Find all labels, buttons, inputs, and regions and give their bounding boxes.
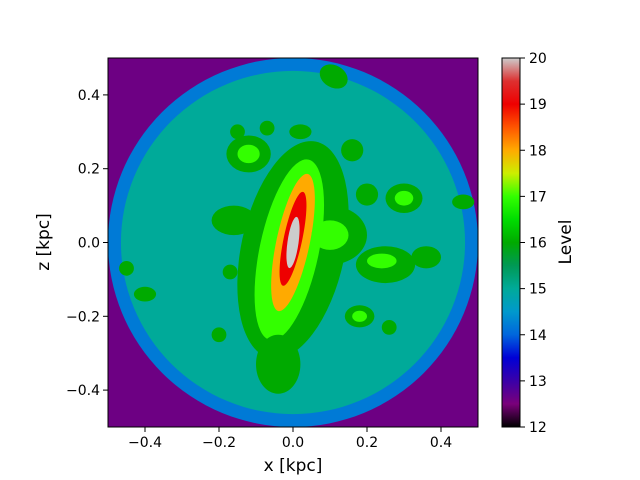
heatmap-region [211,205,256,236]
x-tick-label: 0.4 [430,435,452,451]
x-tick-label: 0.2 [356,435,378,451]
heatmap-region [411,246,442,269]
heatmap-region [286,216,300,269]
heatmap-region [355,183,379,206]
colorbar-label: Level [556,220,576,265]
heatmap-region [230,124,245,140]
y-axis-ticks: −0.4 −0.2 0.0 0.2 0.4 [66,88,108,399]
heatmap-plot-area [108,58,478,427]
y-tick-label: −0.4 [66,383,100,399]
colorbar-ticks: 12 13 14 15 16 17 18 19 20 [520,51,547,436]
colorbar-tick-label: 18 [529,143,547,159]
heatmap-region [352,310,367,322]
colorbar [501,57,521,428]
heatmap-region [133,286,157,302]
y-tick-label: −0.2 [66,309,100,325]
heatmap-region [367,253,397,269]
colorbar-tick-label: 12 [529,420,547,436]
x-axis-label: x [kpc] [264,456,323,476]
colorbar-tick-label: 14 [529,328,547,344]
heatmap-region [256,334,301,394]
colorbar-tick-label: 19 [529,97,547,113]
heatmap-region [222,264,238,280]
heatmap-region [381,319,397,335]
heatmap-region [237,144,260,164]
heatmap-region [289,124,312,140]
x-tick-label: −0.4 [128,435,162,451]
colorbar-tick-label: 16 [529,236,547,252]
colorbar-tick-label: 20 [529,51,547,67]
colorbar-tick-label: 13 [529,374,547,390]
heatmap-regions [108,58,478,427]
y-tick-label: 0.2 [78,162,100,178]
x-axis-ticks: −0.4 −0.2 0.0 0.2 0.4 [128,427,452,451]
heatmap-region [452,194,475,210]
heatmap-region [119,260,134,276]
colorbar-tick-label: 15 [529,282,547,298]
heatmap-region [311,220,349,250]
y-tick-label: 0.0 [78,236,100,252]
heatmap-region [319,64,348,89]
heatmap-region [341,139,364,162]
heatmap-region [211,327,227,343]
y-axis-label: z [kpc] [34,213,54,271]
colorbar-tick-label: 17 [529,189,547,205]
heatmap-region [394,190,414,206]
heatmap-region [259,120,275,136]
y-tick-label: 0.4 [78,88,100,104]
x-tick-label: −0.2 [202,435,236,451]
x-tick-label: 0.0 [282,435,304,451]
